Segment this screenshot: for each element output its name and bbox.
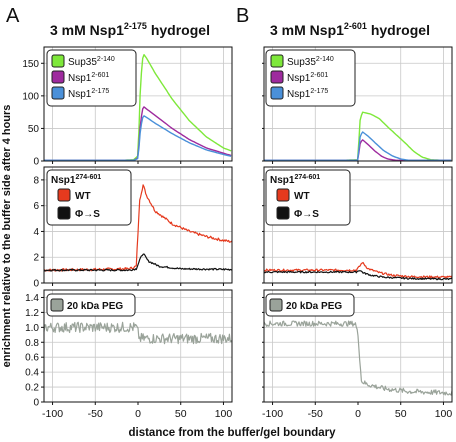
y-tick-label: 0.6 [25, 353, 39, 364]
x-tick-label: -100 [42, 408, 63, 420]
legend-frame [46, 49, 137, 107]
legend-entry: Nsp12-601 [287, 72, 328, 84]
y-tick-label: 100 [22, 91, 39, 102]
legend-frame [46, 293, 136, 317]
series-line-a-bottom-0 [43, 321, 233, 345]
panel-title-a: 3 mM Nsp12-175 hydrogel [50, 21, 210, 38]
x-tick-label: -50 [88, 408, 103, 420]
legend-entry: Sup352-140 [287, 56, 334, 68]
x-tick-label: -100 [262, 408, 283, 420]
legend-entry: Nsp12-601 [68, 72, 109, 84]
legend-swatch [57, 206, 71, 220]
legend-swatch [51, 86, 65, 100]
panel-letter-a: A [6, 5, 20, 27]
legend-entry: Nsp12-175 [68, 88, 109, 100]
legend-a-middle: Nsp1274-601 WT Φ→S [46, 169, 132, 226]
legend-swatch [51, 70, 65, 84]
legend-entry: Nsp12-175 [287, 88, 328, 100]
series-line-b-middle-0 [263, 261, 453, 279]
legend-swatch [50, 298, 64, 312]
legend-entry: WT [294, 191, 310, 202]
y-tick-label: 1.2 [25, 308, 39, 319]
series-line-b-top-2 [264, 131, 452, 162]
legend-title: Nsp1274-601 [270, 174, 320, 186]
x-tick-label: 50 [395, 408, 407, 420]
y-tick-label: 0.4 [25, 368, 39, 379]
series-line-b-top-0 [264, 111, 452, 162]
x-tick-label: 50 [175, 408, 187, 420]
y-tick-label: 8 [33, 175, 39, 186]
panel-letter-b: B [236, 5, 249, 27]
series-line-b-bottom-0 [263, 320, 453, 396]
y-tick-label: 0.2 [25, 383, 39, 394]
y-tick-label: 4 [33, 227, 39, 238]
x-axis-label: distance from the buffer/gel boundary [128, 427, 336, 439]
legend-b-top: Sup352-140 Nsp12-601 Nsp12-175 [265, 49, 356, 107]
series-line-b-middle-1 [263, 270, 453, 281]
legend-a-bottom: 20 kDa PEG [46, 293, 136, 317]
legend-entry: Φ→S [75, 209, 100, 220]
legend-b-bottom: 20 kDa PEG [265, 293, 355, 317]
y-tick-label: 6 [33, 201, 39, 212]
x-tick-label: 100 [215, 408, 233, 420]
legend-swatch [270, 86, 284, 100]
x-tick-label: 100 [435, 408, 453, 420]
y-axis-label: enrichment relative to the buffer side a… [1, 105, 13, 368]
legend-swatch [51, 54, 65, 68]
y-tick-label: 0 [33, 398, 39, 409]
legend-entry: Sup352-140 [68, 56, 115, 68]
legend-frame [265, 49, 356, 107]
legend-b-middle: Nsp1274-601 WT Φ→S [265, 169, 351, 226]
legend-swatch [276, 188, 290, 202]
series-line-a-middle-1 [43, 253, 233, 272]
series-line-a-top-2 [44, 115, 232, 162]
legend-title: Nsp1274-601 [51, 174, 101, 186]
y-tick-label: 0.8 [25, 338, 39, 349]
y-tick-label: 0 [33, 279, 39, 290]
legend-swatch [276, 206, 290, 220]
y-tick-label: 50 [28, 124, 40, 135]
x-tick-label: 0 [355, 408, 361, 420]
legend-swatch [57, 188, 71, 202]
legend-swatch [269, 298, 283, 312]
legend-entry: 20 kDa PEG [286, 301, 342, 312]
x-tick-label: 0 [135, 408, 141, 420]
legend-swatch [270, 54, 284, 68]
y-tick-label: 0 [33, 157, 39, 168]
legend-a-top: Sup352-140 Nsp12-601 Nsp12-175 [46, 49, 137, 107]
legend-entry: WT [75, 191, 91, 202]
legend-entry: Φ→S [294, 209, 319, 220]
y-tick-label: 1.4 [25, 293, 39, 304]
y-tick-label: 2 [33, 253, 39, 264]
y-tick-label: 1.0 [25, 323, 39, 334]
panel-title-b: 3 mM Nsp12-601 hydrogel [270, 21, 430, 38]
x-tick-label: -50 [308, 408, 323, 420]
legend-frame [265, 293, 355, 317]
legend-swatch [270, 70, 284, 84]
legend-entry: 20 kDa PEG [67, 301, 123, 312]
y-tick-label: 150 [22, 59, 39, 70]
